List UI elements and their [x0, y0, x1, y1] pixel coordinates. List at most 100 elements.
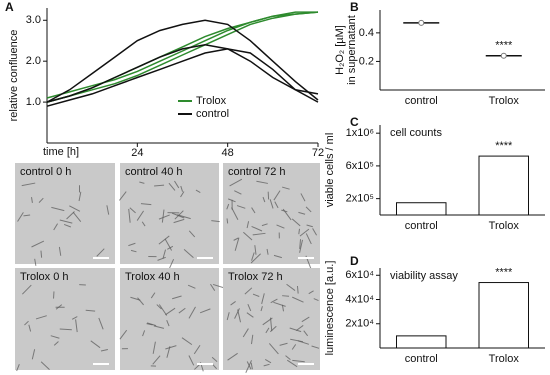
cell	[35, 315, 47, 320]
y-tick-label: 3.0	[26, 14, 41, 26]
dot	[418, 19, 425, 26]
micrograph-label: Trolox 40 h	[125, 271, 180, 283]
cell	[242, 328, 249, 338]
cell	[152, 341, 156, 354]
cell	[140, 203, 152, 206]
cell	[276, 224, 285, 229]
cell	[194, 364, 200, 370]
cell	[266, 248, 269, 255]
cell	[250, 253, 261, 264]
cell	[236, 205, 246, 209]
micrograph-bg	[120, 163, 219, 264]
panel-label: A	[5, 0, 14, 14]
cell	[256, 180, 268, 184]
cell	[299, 239, 302, 249]
cell	[53, 223, 58, 231]
cell	[234, 190, 242, 195]
micrograph-label: Trolox 72 h	[228, 271, 283, 283]
cell	[252, 232, 266, 236]
cell	[34, 258, 37, 266]
cell	[183, 249, 194, 259]
cell	[174, 210, 184, 220]
cell	[212, 364, 218, 370]
micrograph: Trolox 0 h	[15, 268, 115, 372]
cell	[153, 325, 165, 329]
cell	[166, 319, 170, 327]
micrograph: control 40 h	[118, 163, 220, 271]
x-tick-label: 72	[312, 147, 324, 159]
cell	[181, 337, 193, 346]
cell	[273, 254, 282, 259]
cell	[72, 211, 82, 222]
cell	[199, 308, 211, 314]
cell	[308, 290, 314, 295]
micrograph-label: control 40 h	[125, 166, 182, 178]
cell	[274, 201, 279, 209]
cell	[229, 178, 243, 187]
micrograph-label: control 72 h	[228, 166, 285, 178]
cell	[226, 203, 230, 210]
cell	[298, 211, 306, 215]
micrograph-bg	[15, 163, 115, 264]
y-axis-label: in supernatant	[346, 15, 358, 85]
cell	[90, 340, 101, 349]
cell	[289, 327, 302, 333]
cell	[161, 209, 165, 223]
cell	[173, 218, 185, 224]
cell	[21, 182, 36, 187]
cell	[210, 283, 216, 291]
annotation: ****	[495, 40, 513, 52]
x-tick-label: control	[405, 95, 438, 107]
cell	[286, 359, 298, 368]
panel-label: B	[350, 0, 359, 14]
cell	[40, 250, 43, 258]
y-tick-label: 6x10⁵	[346, 160, 374, 172]
cell	[96, 248, 105, 257]
cell	[305, 206, 312, 213]
y-axis-label: luminescence [a.u.]	[324, 261, 336, 356]
cell	[177, 214, 191, 220]
micrograph: control 0 h	[15, 163, 115, 266]
cell	[286, 283, 296, 291]
y-tick-label: 4x10⁴	[345, 293, 374, 305]
cell	[50, 335, 60, 339]
x-tick-label: 24	[131, 147, 143, 159]
cell	[295, 325, 304, 332]
cell	[254, 245, 257, 255]
cell	[188, 306, 196, 319]
micrograph: control 72 h	[223, 163, 320, 269]
cell	[139, 181, 145, 184]
cell	[261, 293, 265, 304]
cell	[250, 334, 254, 345]
cell	[128, 242, 136, 247]
cell	[306, 224, 313, 228]
annotation: ****	[495, 266, 513, 278]
cell	[157, 256, 166, 261]
cell	[187, 284, 196, 289]
y-tick-label: 6x10⁴	[345, 269, 374, 281]
cell	[211, 356, 218, 362]
cell	[178, 307, 186, 314]
cell	[85, 309, 96, 312]
bar	[478, 155, 529, 216]
cell	[303, 330, 309, 337]
cell	[59, 219, 73, 224]
cell	[291, 344, 297, 350]
cell	[299, 228, 310, 237]
y-tick-label: 2x10⁵	[346, 193, 374, 205]
x-tick-label: Trolox	[489, 353, 520, 365]
micrograph-label: control 0 h	[20, 166, 71, 178]
cell	[243, 231, 253, 241]
y-tick-label: 1x10⁶	[346, 127, 374, 139]
line	[46, 11, 319, 103]
cell	[100, 349, 108, 352]
y-tick-label: 1.0	[26, 96, 41, 108]
bar	[396, 202, 447, 216]
cell	[268, 343, 279, 355]
cell	[162, 249, 167, 259]
x-tick-label: control	[405, 353, 438, 365]
cell	[300, 193, 306, 202]
micrograph: Trolox 40 h	[119, 268, 224, 372]
cell	[174, 180, 180, 189]
